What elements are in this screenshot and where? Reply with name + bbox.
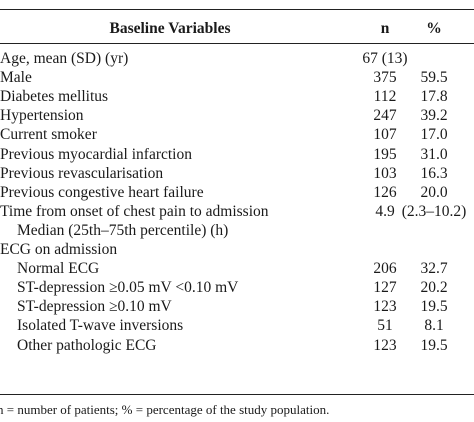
pct-cell: 8.1 <box>424 317 444 335</box>
pct-cell: 17.0 <box>420 126 448 144</box>
header-rule <box>0 43 474 44</box>
pct-cell: 16.3 <box>420 164 448 182</box>
n-cell: 107 <box>373 126 397 144</box>
row-label: Isolated T-wave inversions <box>17 317 184 335</box>
n-cell: 206 <box>373 260 397 278</box>
pct-cell: (2.3–10.2) <box>401 202 467 220</box>
pct-cell: 32.7 <box>420 260 448 278</box>
row-label: Current smoker <box>0 126 97 144</box>
n-cell: 123 <box>373 298 397 316</box>
row-label: ST-depression ≥0.05 mV <0.10 mV <box>17 279 239 297</box>
row-label: Previous congestive heart failure <box>0 183 204 201</box>
row-label: ST-depression ≥0.10 mV <box>17 298 172 316</box>
pct-cell: 39.2 <box>420 107 448 125</box>
n-cell: 4.9 <box>375 202 395 220</box>
row-label: Other pathologic ECG <box>17 336 157 354</box>
pct-cell: 20.0 <box>420 183 448 201</box>
n-cell: 126 <box>373 183 397 201</box>
pct-cell: 17.8 <box>420 88 448 106</box>
n-cell: 123 <box>373 336 397 354</box>
n-cell: 127 <box>373 279 397 297</box>
n-cell: 375 <box>373 69 397 87</box>
n-cell: 51 <box>377 317 393 335</box>
footnote: n = number of patients; % = percentage o… <box>0 402 330 417</box>
header-cell: n <box>380 20 390 37</box>
pct-cell: 19.5 <box>420 298 448 316</box>
n-cell: 112 <box>373 88 397 106</box>
row-label: Hypertension <box>0 107 84 125</box>
pct-cell: 31.0 <box>420 145 448 163</box>
row-label: Normal ECG <box>17 260 100 278</box>
pct-cell: 20.2 <box>420 279 448 297</box>
n-cell: 67 (13) <box>362 50 408 67</box>
n-cell: 195 <box>373 145 397 163</box>
pct-cell: 59.5 <box>420 69 448 87</box>
row-label: Diabetes mellitus <box>0 88 109 106</box>
n-cell: 103 <box>373 164 397 182</box>
top-rule <box>0 9 474 10</box>
row-label: Previous revascularisation <box>0 164 164 182</box>
header-cell: Baseline Variables <box>109 20 231 37</box>
row-label: Median (25th–75th percentile) (h) <box>17 221 229 239</box>
bottom-rule <box>0 394 474 395</box>
pct-cell: 19.5 <box>420 336 448 354</box>
row-label: ECG on admission <box>0 241 118 258</box>
row-label: Previous myocardial infarction <box>0 145 192 163</box>
header-cell: % <box>426 20 442 37</box>
row-label: Age, mean (SD) (yr) <box>0 50 129 67</box>
n-cell: 247 <box>373 107 397 125</box>
row-label: Male <box>0 69 32 87</box>
row-label: Time from onset of chest pain to admissi… <box>0 202 269 220</box>
